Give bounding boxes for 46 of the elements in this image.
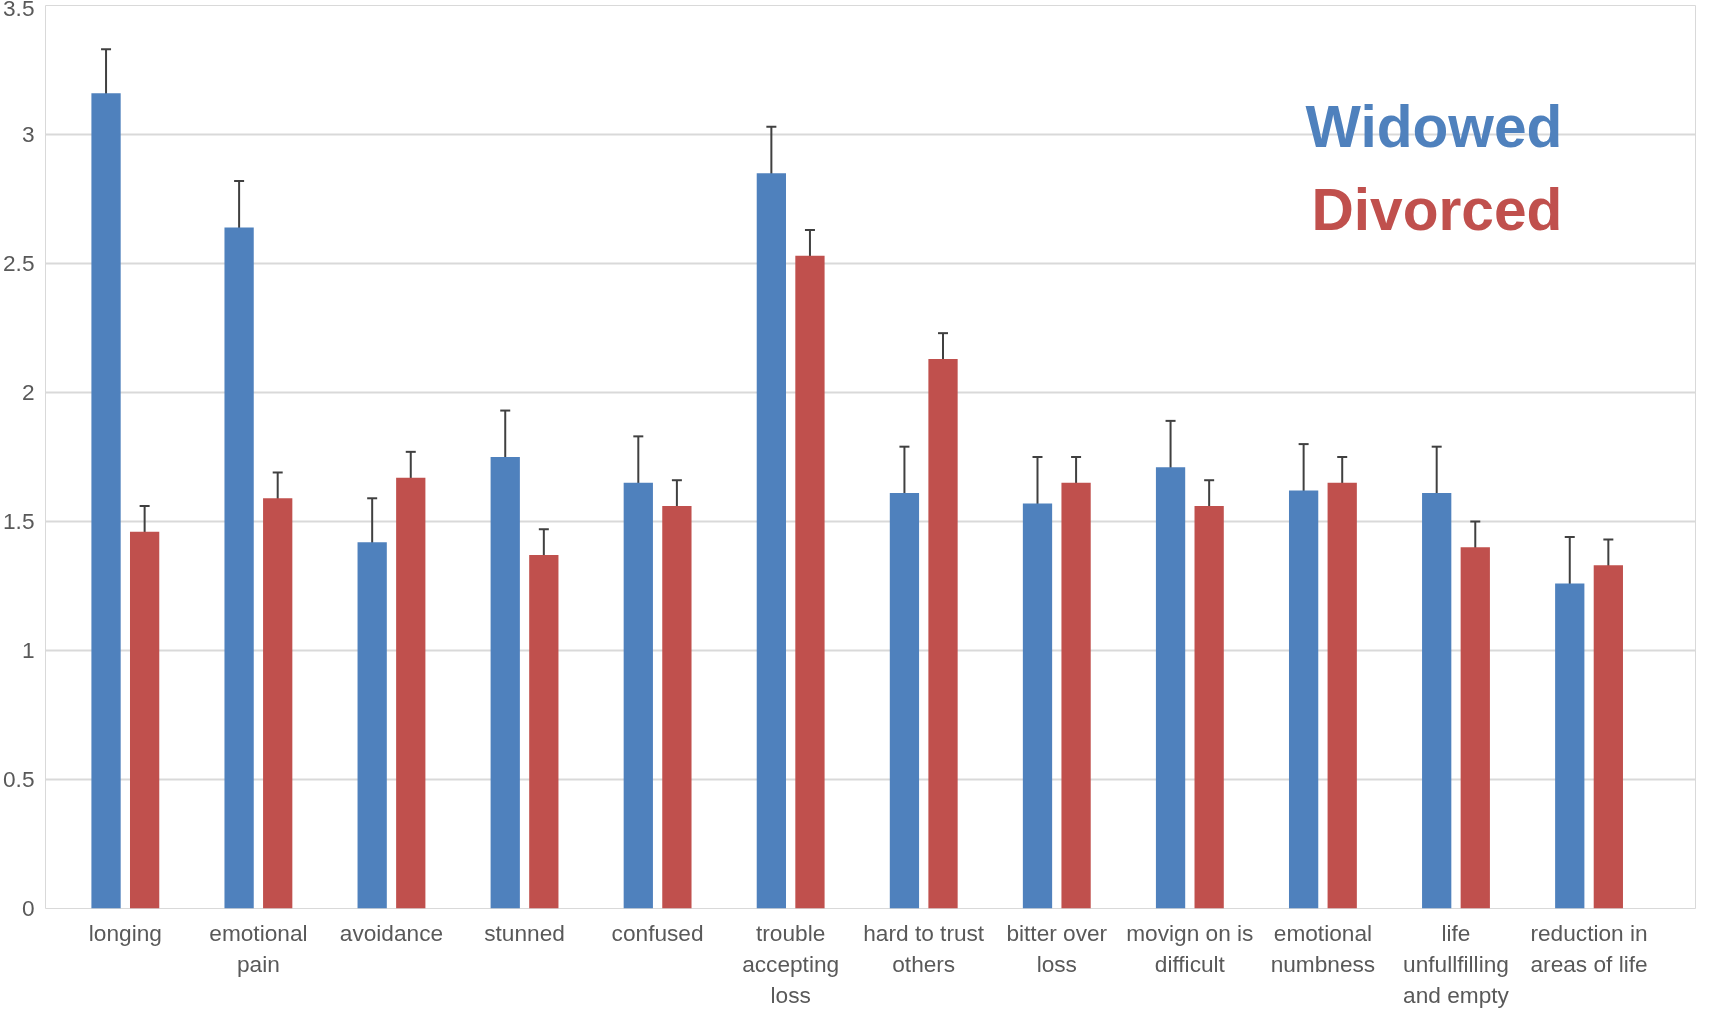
x-tick-label: longing	[88, 919, 162, 946]
text: Divorced	[1311, 176, 1563, 242]
x-tick-label: reduction in areas of life	[1530, 919, 1648, 977]
y-tick-label: 3.5	[3, 0, 35, 21]
text: Widowed	[1305, 94, 1563, 160]
bar	[756, 173, 786, 909]
bar	[662, 506, 692, 909]
bar	[1460, 547, 1490, 909]
bar	[889, 493, 920, 909]
y-tick-label: 1	[21, 637, 35, 663]
bar	[1288, 490, 1319, 909]
bar	[1061, 482, 1091, 909]
bar	[1555, 583, 1585, 909]
bar	[1593, 565, 1623, 909]
y-tick-label: 2.5	[3, 250, 35, 276]
x-tick-label: movign on is difficult	[1126, 919, 1254, 977]
y-tick-label: 0	[21, 895, 35, 921]
y-tick-label: 1.5	[3, 508, 35, 534]
x-tick-label: emotional pain	[209, 919, 308, 977]
x-tick-label: stunned	[484, 919, 565, 946]
bar	[357, 542, 387, 909]
bar	[1155, 467, 1186, 909]
x-tick-label: hard to trust others	[863, 919, 985, 977]
bar	[529, 555, 559, 909]
bar	[928, 358, 958, 909]
x-tick-label: avoidance	[339, 919, 444, 946]
x-tick-label: bitter over loss	[1006, 919, 1108, 977]
y-tick-label: 0.5	[3, 766, 35, 792]
bar	[263, 498, 293, 909]
x-tick-label: emotional numbness	[1270, 919, 1376, 977]
bar	[91, 93, 121, 909]
y-tick-label: 2	[21, 379, 35, 405]
bar	[1327, 482, 1357, 909]
y-tick-label: 3	[21, 121, 35, 147]
bar	[396, 477, 426, 909]
bar	[1422, 493, 1452, 909]
bar	[130, 531, 160, 909]
x-tick-label: confused	[611, 919, 704, 946]
bar	[623, 482, 653, 909]
bar	[1022, 503, 1053, 909]
bar	[795, 255, 825, 909]
bar	[224, 227, 254, 909]
bar	[1194, 506, 1224, 909]
x-tick-label: life unfullfilling and empty	[1403, 919, 1510, 1008]
x-tick-label: trouble accepting loss	[742, 919, 840, 1008]
bar	[490, 457, 520, 909]
